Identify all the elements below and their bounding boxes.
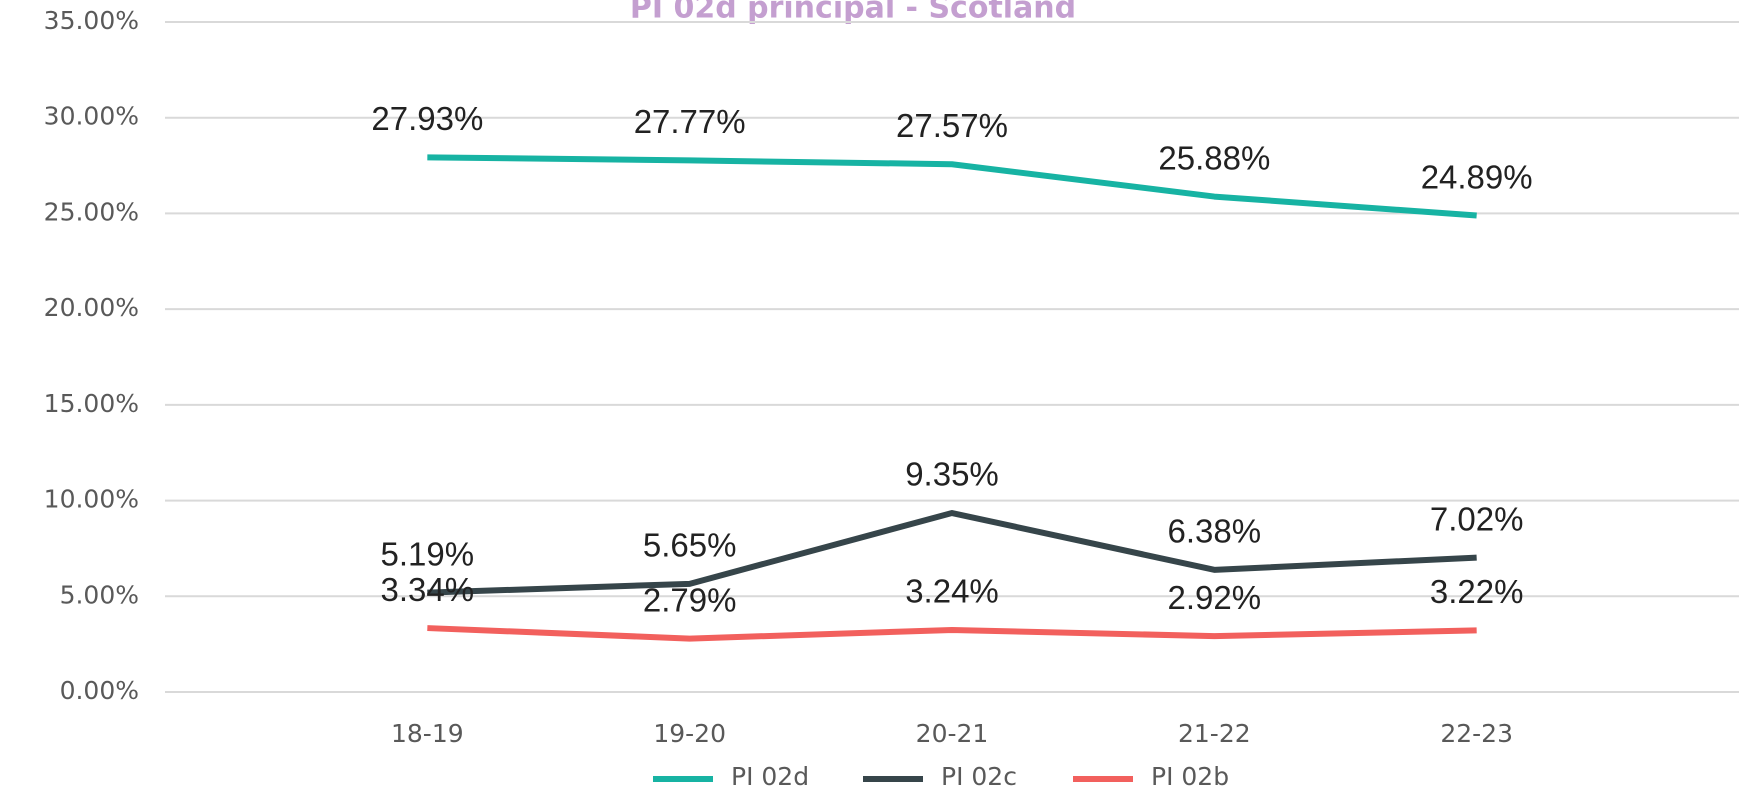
- data-label: 2.92%: [1168, 579, 1262, 616]
- data-label: 7.02%: [1430, 500, 1524, 537]
- legend-label: PI 02c: [941, 762, 1017, 791]
- legend-label: PI 02d: [731, 762, 809, 791]
- data-label: 27.57%: [896, 107, 1008, 144]
- y-tick-label: 25.00%: [44, 197, 139, 226]
- line-series: [427, 625, 1477, 642]
- data-label: 9.35%: [905, 456, 999, 493]
- y-tick-label: 15.00%: [44, 389, 139, 418]
- data-label: 25.88%: [1158, 139, 1270, 176]
- x-tick-label: 22-23: [1440, 719, 1513, 748]
- x-tick-label: 18-19: [391, 719, 464, 748]
- data-label: 5.65%: [643, 527, 737, 564]
- data-label: 2.79%: [643, 581, 737, 618]
- x-tick-label: 21-22: [1178, 719, 1251, 748]
- data-label: 3.22%: [1430, 573, 1524, 610]
- y-tick-label: 20.00%: [44, 293, 139, 322]
- data-label: 3.34%: [381, 571, 475, 608]
- data-label: 27.77%: [634, 103, 746, 140]
- data-label: 6.38%: [1168, 513, 1262, 550]
- y-tick-label: 10.00%: [44, 485, 139, 514]
- line-series: [427, 154, 1477, 219]
- legend-label: PI 02b: [1151, 762, 1229, 791]
- x-tick-label: 20-21: [916, 719, 989, 748]
- line-series: [427, 510, 1477, 596]
- data-label: 24.89%: [1421, 158, 1533, 195]
- y-tick-label: 35.00%: [44, 6, 139, 35]
- data-label: 27.93%: [371, 100, 483, 137]
- data-label: 3.24%: [905, 573, 999, 610]
- data-label: 5.19%: [381, 535, 475, 572]
- x-tick-label: 19-20: [653, 719, 726, 748]
- y-tick-label: 30.00%: [44, 102, 139, 131]
- y-tick-label: 0.00%: [60, 676, 139, 705]
- y-tick-label: 5.00%: [60, 580, 139, 609]
